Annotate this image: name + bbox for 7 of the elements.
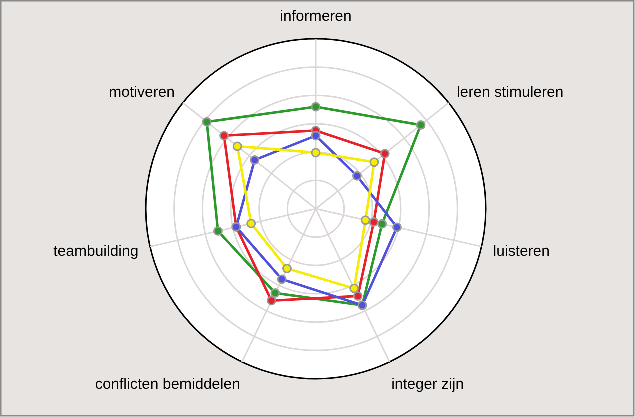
spoke-label: luisteren: [493, 243, 550, 260]
spoke-label: conflicten bemiddelen: [95, 376, 240, 393]
spoke-label: motiveren: [109, 84, 176, 102]
spoke-label: integer zijn: [392, 376, 464, 393]
spoke-label: informeren: [280, 8, 352, 25]
spoke-label: teambuilding: [54, 243, 139, 260]
spoke-label: leren stimuleren: [456, 84, 564, 102]
